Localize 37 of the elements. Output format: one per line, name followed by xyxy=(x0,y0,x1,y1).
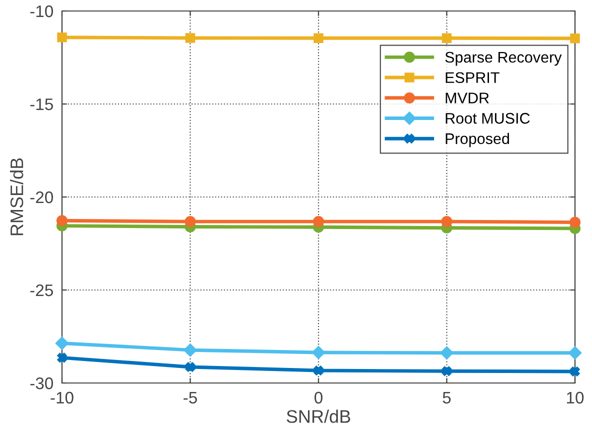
x-tick-label: 0 xyxy=(314,392,322,404)
legend-label: Proposed xyxy=(446,132,509,148)
point xyxy=(314,366,324,376)
legend-label: ESPRIT xyxy=(446,72,500,84)
point xyxy=(184,216,196,228)
point xyxy=(185,33,196,43)
point xyxy=(314,33,324,44)
y-tick-label: -10 xyxy=(30,5,54,18)
legend-label: MVDR xyxy=(446,92,489,104)
point xyxy=(312,346,326,360)
x-tick-label: 5 xyxy=(442,392,451,404)
point xyxy=(185,362,196,372)
legend-label: Sparse Recovery xyxy=(445,52,562,66)
x-tick-label: -5 xyxy=(184,392,197,404)
x-axis-title: SNR/dB xyxy=(286,410,350,423)
point xyxy=(568,346,582,360)
y-tick-label: -25 xyxy=(30,284,53,296)
point xyxy=(57,32,67,42)
legend-label: Root MUSIC xyxy=(446,112,530,124)
y-tick-label: -30 xyxy=(30,377,54,390)
x-tick-label: -10 xyxy=(50,392,74,404)
point xyxy=(55,336,69,350)
y-tick-label: -15 xyxy=(30,98,53,110)
y-tick-label: -20 xyxy=(30,191,54,204)
point xyxy=(442,33,452,44)
point xyxy=(440,346,454,360)
point xyxy=(312,216,324,228)
point xyxy=(570,33,580,44)
point xyxy=(57,352,67,363)
point xyxy=(441,216,452,228)
x-tick-label: 10 xyxy=(567,392,584,404)
point xyxy=(570,366,580,376)
point xyxy=(184,343,197,357)
y-axis-title: RMSE/dB xyxy=(10,158,24,236)
point xyxy=(56,215,68,226)
point xyxy=(442,366,452,376)
point xyxy=(569,216,581,228)
